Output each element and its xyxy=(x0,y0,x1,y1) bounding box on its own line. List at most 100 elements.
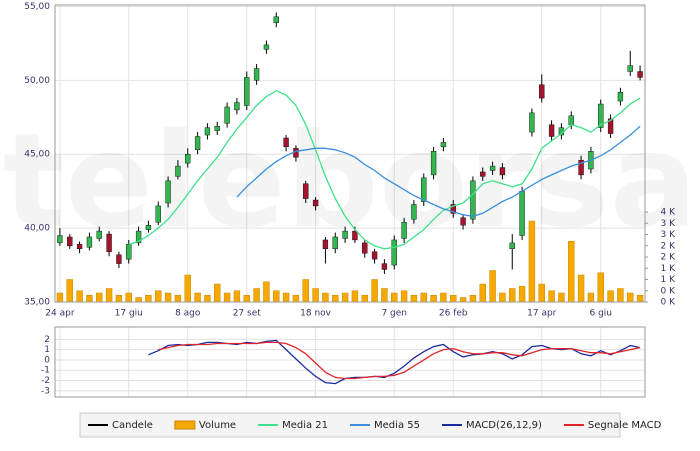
y2-tick-label: 1 K xyxy=(661,264,677,274)
y-tick-label: 0 xyxy=(44,355,50,365)
volume-bar xyxy=(253,288,260,303)
candle-body xyxy=(617,91,624,102)
candle-body xyxy=(509,242,515,250)
candle-body xyxy=(421,177,427,202)
volume-bar xyxy=(135,297,142,303)
x-tick-label: 24 apr xyxy=(45,309,75,319)
volume-bar xyxy=(145,295,152,303)
candle-body xyxy=(371,251,378,260)
volume-bar xyxy=(66,279,73,303)
volume-bar xyxy=(607,290,614,303)
volume-bar xyxy=(243,295,250,303)
volume-bar xyxy=(341,292,349,303)
candle-body xyxy=(342,230,348,239)
volume-bar xyxy=(391,292,398,303)
candle-body xyxy=(391,239,397,266)
volume-bar xyxy=(627,292,634,303)
volume-bar xyxy=(420,292,427,303)
candle-body xyxy=(155,205,161,223)
volume-bar xyxy=(568,241,575,303)
candle-body xyxy=(548,124,555,137)
candle-body xyxy=(607,118,614,134)
candle-body xyxy=(401,222,407,239)
candle-body xyxy=(430,151,437,176)
candle-body xyxy=(283,137,289,148)
volume-bar xyxy=(115,295,123,303)
volume-bar xyxy=(204,295,211,303)
candle-body xyxy=(519,190,525,236)
volume-bar xyxy=(489,270,496,303)
candle-body xyxy=(568,115,574,125)
candle-body xyxy=(460,217,466,226)
legend-label: Candele xyxy=(112,420,153,431)
volume-bar xyxy=(184,274,191,303)
y-tick-label: -2 xyxy=(41,376,50,386)
volume-bar xyxy=(96,292,103,303)
x-tick-label: 26 feb xyxy=(439,309,468,319)
candle-body xyxy=(499,167,506,176)
candle-body xyxy=(185,154,191,164)
y-tick-label: 35,00 xyxy=(24,298,50,308)
plot-frame xyxy=(54,4,646,303)
volume-bar xyxy=(282,292,290,303)
volume-bar xyxy=(509,288,516,303)
volume-bar xyxy=(361,295,368,303)
volume-bar xyxy=(469,295,477,303)
candle-body xyxy=(234,102,240,111)
candle-body xyxy=(106,233,112,252)
y-tick-label: 55,00 xyxy=(24,2,50,12)
x-tick-label: 18 nov xyxy=(300,309,332,319)
candle-body xyxy=(244,77,250,106)
y2-tick-label: 2 K xyxy=(661,253,677,263)
candle-body xyxy=(145,224,152,230)
legend-swatch xyxy=(174,420,196,430)
candle-body xyxy=(126,244,132,260)
volume-bar xyxy=(302,279,309,303)
candle-body xyxy=(352,230,358,241)
macd-line xyxy=(158,341,641,380)
legend-label: MACD(26,12,9) xyxy=(466,420,542,431)
candle-body xyxy=(57,235,63,244)
volume-bar xyxy=(292,295,300,303)
volume-bar xyxy=(164,292,172,303)
volume-bar xyxy=(263,281,270,303)
x-tick-label: 17 giu xyxy=(115,309,143,319)
candle-body xyxy=(194,136,201,151)
volume-bar xyxy=(322,292,329,303)
y-tick-label: 1 xyxy=(44,345,50,355)
candle-body xyxy=(332,236,338,250)
volume-bar xyxy=(56,292,64,303)
volume-bar xyxy=(558,292,565,303)
volume-bar xyxy=(233,290,241,303)
volume-bar xyxy=(125,292,132,303)
x-tick-label: 17 apr xyxy=(527,309,557,319)
legend-label: Media 21 xyxy=(282,420,328,431)
x-tick-label: 6 giu xyxy=(589,309,612,319)
candle-body xyxy=(253,68,260,81)
volume-bar xyxy=(459,297,467,303)
volume-bar xyxy=(479,283,486,303)
volume-bar xyxy=(381,288,388,303)
candle-body xyxy=(450,204,456,214)
candle-body xyxy=(135,230,142,244)
volume-bar xyxy=(332,295,339,303)
volume-bar xyxy=(194,292,201,303)
volume-bar xyxy=(273,290,280,303)
candle-body xyxy=(322,239,329,250)
volume-bar xyxy=(174,295,182,303)
x-tick-label: 27 set xyxy=(233,309,262,319)
candle-body xyxy=(627,65,633,72)
candle-body xyxy=(578,159,584,176)
candle-body xyxy=(116,254,122,264)
candle-body xyxy=(96,230,102,239)
volume-bar xyxy=(400,290,408,303)
y2-tick-label: 3 K xyxy=(661,219,677,229)
volume-bar xyxy=(440,292,447,303)
candle-body xyxy=(175,165,181,177)
candle-body xyxy=(411,204,417,220)
volume-bar xyxy=(450,295,457,303)
candle-body xyxy=(312,199,319,207)
y-tick-label: -3 xyxy=(41,386,50,396)
legend-label: Volume xyxy=(199,420,236,431)
